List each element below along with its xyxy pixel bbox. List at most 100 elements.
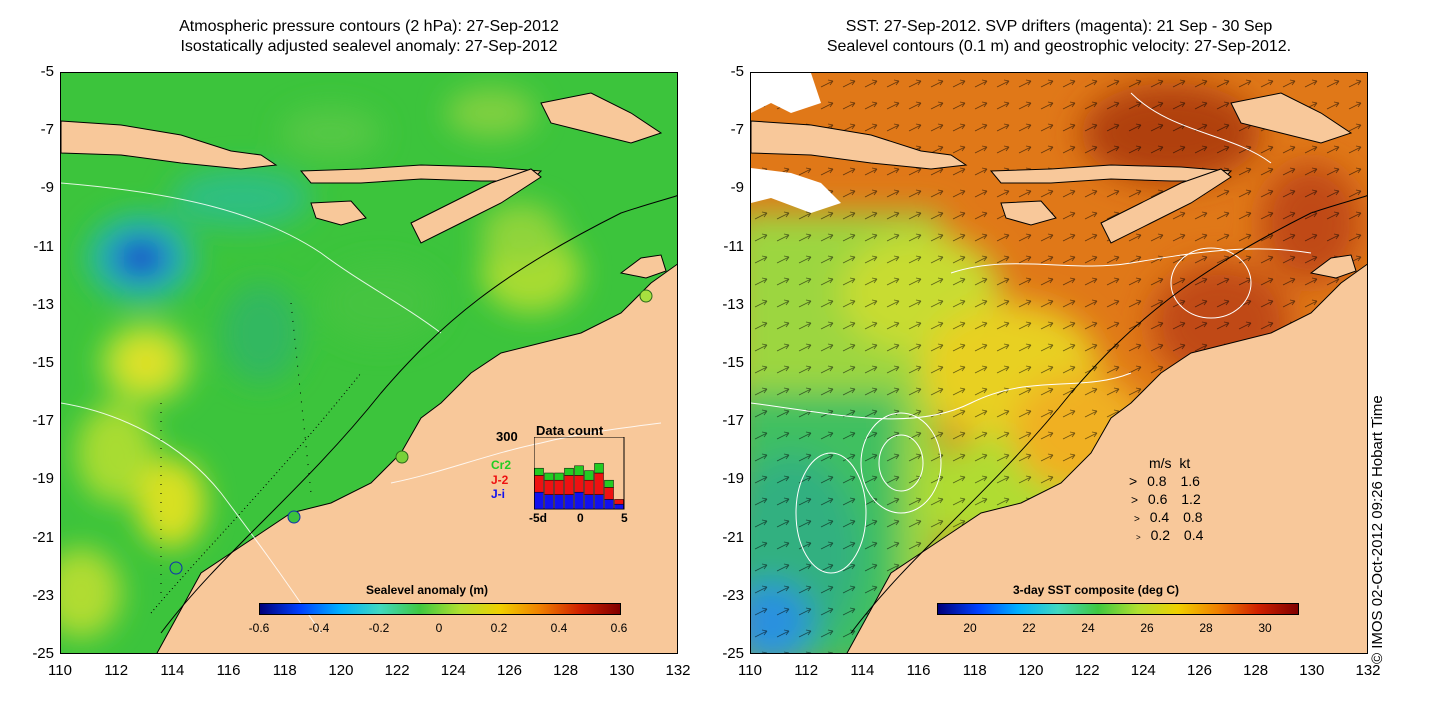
data-count-bar (554, 494, 564, 510)
x-tick-label: 122 (384, 662, 410, 679)
velocity-legend-header: m/s kt (1149, 455, 1191, 471)
data-count-bar (534, 475, 544, 493)
left-cb-tick-6: 0.6 (610, 621, 628, 635)
right-colorbar (937, 603, 1299, 615)
sst-field (751, 73, 1367, 653)
velocity-legend-row-2: > 0.6 1.2 (1131, 491, 1201, 507)
x-tick-label: 118 (272, 662, 297, 679)
inset-title: Data count (536, 423, 604, 438)
y-tick-label: -17 (722, 412, 744, 430)
data-count-bar (544, 479, 554, 495)
data-count-bar (574, 465, 584, 476)
y-tick-label: -25 (32, 645, 54, 662)
velocity-legend-row-1: > 0.8 1.6 (1129, 473, 1200, 489)
y-tick-label: -21 (32, 528, 54, 546)
velocity-ms-1: 0.8 (1147, 473, 1167, 489)
x-tick-label: 116 (906, 662, 931, 679)
x-tick-label: 114 (160, 662, 185, 679)
right-cb-tick-0: 20 (963, 621, 977, 635)
x-tick-label: 128 (553, 662, 579, 679)
sealevel-anomaly-field (61, 73, 677, 653)
right-cb-tick-4: 28 (1199, 621, 1213, 635)
velocity-arrow-icon: > (1134, 514, 1140, 525)
y-tick-label: -5 (730, 63, 744, 80)
x-tick-label: 124 (1130, 662, 1156, 679)
velocity-legend-row-3: > 0.4 0.8 (1134, 509, 1203, 525)
velocity-kt-3: 0.8 (1183, 509, 1203, 525)
x-tick-label: 130 (609, 662, 635, 679)
data-count-bar (614, 499, 624, 505)
data-count-bar (564, 467, 574, 476)
velocity-arrow-icon: > (1129, 473, 1138, 489)
velocity-ms-4: 0.2 (1150, 527, 1171, 543)
x-tick-label: 120 (328, 662, 354, 679)
data-count-bar (594, 494, 604, 510)
x-tick-label: 124 (440, 662, 466, 679)
left-cb-tick-3: 0 (435, 621, 443, 635)
velocity-ms-2: 0.6 (1147, 491, 1168, 507)
x-tick-label: 132 (665, 662, 691, 679)
x-tick-label: 118 (962, 662, 987, 679)
left-cb-tick-1: -0.4 (308, 621, 330, 635)
x-tick-label: 132 (1355, 662, 1381, 679)
y-tick-label: -25 (722, 645, 744, 662)
x-tick-label: 110 (738, 662, 762, 679)
y-tick-label: -19 (722, 470, 744, 488)
x-tick-label: 130 (1299, 662, 1325, 679)
velocity-legend-row-4: > 0.2 0.4 (1136, 527, 1203, 543)
data-count-bar (534, 491, 544, 510)
right-cb-tick-3: 26 (1140, 621, 1154, 635)
x-tick-label: 120 (1018, 662, 1044, 679)
right-cb-tick-5: 30 (1258, 621, 1272, 635)
inset-xtick-2: 5 (621, 511, 628, 525)
data-count-bar (564, 475, 574, 495)
left-cb-tick-0: -0.6 (248, 621, 270, 635)
data-count-bar (604, 479, 614, 488)
inset-legend-cr2: Cr2 (491, 458, 512, 472)
data-count-bar (584, 479, 594, 495)
y-tick-label: -15 (32, 354, 54, 371)
velocity-arrow-icon: > (1136, 533, 1141, 542)
data-count-bar (584, 494, 594, 510)
data-count-bar (594, 472, 604, 495)
x-tick-label: 116 (216, 662, 241, 679)
data-count-chart (534, 437, 625, 510)
data-count-bar (604, 499, 614, 510)
data-count-bar (554, 472, 564, 481)
right-title-line2: Sealevel contours (0.1 m) and geostrophi… (826, 38, 1292, 55)
velocity-arrow-icon: > (1131, 493, 1139, 507)
y-tick-label: -23 (32, 586, 54, 604)
sealevel-anomaly-map: Data count 300 Cr2 J-2 J-i -5d 0 5 Seale… (60, 72, 678, 654)
data-count-bar (574, 475, 584, 493)
y-tick-label: -13 (32, 295, 54, 313)
velocity-kt-1: 1.6 (1180, 473, 1200, 489)
sst-map: m/s kt > 0.8 1.6 > 0.6 1.2 > 0.4 0.8 > 0… (750, 72, 1368, 654)
x-tick-label: 112 (794, 662, 819, 679)
left-title-line1: Atmospheric pressure contours (2 hPa): 2… (179, 18, 559, 35)
right-title-line1: SST: 27-Sep-2012. SVP drifters (magenta)… (845, 18, 1273, 35)
data-count-bar (564, 494, 574, 510)
data-count-bar (544, 472, 554, 481)
data-count-bar (614, 503, 624, 510)
y-tick-label: -11 (33, 237, 54, 255)
right-cb-tick-2: 24 (1081, 621, 1095, 635)
right-cb-tick-1: 22 (1022, 621, 1036, 635)
data-count-bar (554, 479, 564, 495)
y-tick-label: -9 (40, 179, 54, 197)
inset-legend-ji: J-i (491, 487, 506, 501)
inset-legend-j2: J-2 (491, 473, 509, 487)
velocity-kt-4: 0.4 (1183, 527, 1204, 543)
y-tick-label: -19 (32, 470, 54, 488)
data-count-bar (604, 487, 614, 500)
inset-ymax-label: 300 (496, 429, 518, 444)
x-tick-label: 110 (48, 662, 72, 679)
data-count-bar (534, 467, 544, 476)
imos-credit: © IMOS 02-Oct-2012 09:26 Hobart Time (1369, 395, 1386, 664)
left-colorbar (259, 603, 621, 615)
left-colorbar-label: Sealevel anomaly (m) (366, 583, 489, 597)
y-tick-label: -15 (722, 354, 744, 371)
y-tick-label: -17 (32, 412, 54, 430)
y-tick-label: -21 (722, 528, 744, 546)
left-title: Atmospheric pressure contours (2 hPa): 2… (60, 17, 678, 57)
y-tick-label: -9 (730, 179, 744, 197)
